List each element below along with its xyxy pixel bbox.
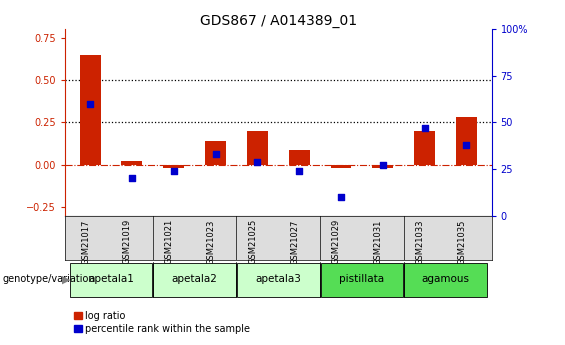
- Bar: [121, 161, 142, 165]
- FancyBboxPatch shape: [69, 263, 153, 296]
- Text: GSM21021: GSM21021: [165, 219, 173, 265]
- Bar: [205, 141, 226, 165]
- Text: GSM21033: GSM21033: [416, 219, 425, 265]
- Bar: [414, 131, 435, 165]
- FancyBboxPatch shape: [320, 263, 403, 296]
- Text: GSM21029: GSM21029: [332, 219, 341, 265]
- Text: GSM21017: GSM21017: [81, 219, 90, 265]
- Point: [337, 194, 346, 200]
- Legend: log ratio, percentile rank within the sample: log ratio, percentile rank within the sa…: [70, 307, 254, 337]
- Text: apetala2: apetala2: [172, 275, 218, 284]
- Point: [462, 142, 471, 148]
- Point: [169, 168, 178, 174]
- Text: apetala3: apetala3: [255, 275, 301, 284]
- Bar: [80, 55, 101, 165]
- Text: GSM21025: GSM21025: [249, 219, 257, 265]
- Point: [295, 168, 304, 174]
- FancyBboxPatch shape: [404, 263, 487, 296]
- Text: genotype/variation: genotype/variation: [3, 275, 95, 284]
- Title: GDS867 / A014389_01: GDS867 / A014389_01: [199, 14, 357, 28]
- Text: GSM21035: GSM21035: [458, 219, 467, 265]
- Text: apetala1: apetala1: [88, 275, 134, 284]
- Text: ▶: ▶: [62, 275, 70, 284]
- Text: GSM21019: GSM21019: [123, 219, 132, 265]
- FancyBboxPatch shape: [153, 263, 236, 296]
- Text: GSM21023: GSM21023: [207, 219, 215, 265]
- Bar: [456, 117, 477, 165]
- Point: [379, 162, 388, 168]
- Text: agamous: agamous: [421, 275, 470, 284]
- Text: GSM21027: GSM21027: [290, 219, 299, 265]
- Point: [127, 176, 136, 181]
- Bar: [163, 165, 184, 168]
- Point: [253, 159, 262, 164]
- Point: [85, 101, 94, 107]
- Bar: [289, 150, 310, 165]
- Text: GSM21031: GSM21031: [374, 219, 383, 265]
- Point: [211, 151, 220, 157]
- Bar: [372, 165, 393, 168]
- Bar: [331, 165, 351, 168]
- FancyBboxPatch shape: [237, 263, 320, 296]
- Point: [420, 125, 429, 131]
- Text: pistillata: pistillata: [340, 275, 384, 284]
- Bar: [247, 131, 268, 165]
